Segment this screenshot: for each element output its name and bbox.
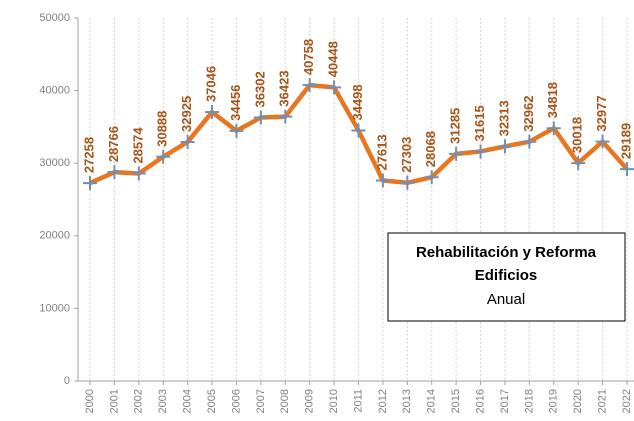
data-label: 32313 (496, 100, 511, 136)
marker (400, 175, 415, 190)
marker (253, 110, 268, 125)
data-label: 30018 (570, 117, 585, 153)
data-label: 37046 (203, 66, 218, 102)
x-tick-label: 2021 (596, 389, 608, 413)
marker (180, 134, 195, 149)
data-label: 36423 (277, 70, 292, 106)
x-tick-label: 2009 (304, 389, 316, 413)
marker (229, 123, 244, 138)
marker (278, 109, 293, 124)
marker (107, 165, 122, 180)
y-tick-label: 20000 (39, 230, 70, 242)
x-tick-label: 2020 (572, 389, 584, 413)
data-label: 32962 (521, 96, 536, 132)
x-tick-label: 2007 (255, 389, 267, 413)
marker (375, 173, 390, 188)
data-label: 28766 (106, 126, 121, 162)
marker (571, 156, 586, 171)
marker (302, 78, 317, 93)
marker (327, 80, 342, 95)
x-tick-label: 2015 (450, 389, 462, 413)
marker (497, 139, 512, 154)
y-tick-label: 30000 (39, 157, 70, 169)
data-label: 34456 (228, 85, 243, 121)
x-tick-label: 2013 (401, 389, 413, 413)
x-tick-label: 2019 (548, 389, 560, 413)
data-label: 34818 (545, 82, 560, 118)
marker (473, 144, 488, 159)
x-tick-label: 2010 (328, 389, 340, 413)
chart-subtitle: Anual (487, 291, 525, 308)
marker (83, 176, 97, 191)
x-tick-label: 2011 (352, 389, 364, 413)
marker (156, 149, 171, 164)
plot-area: 0 10000 20000 30000 40000 50000 2000 2001 2002 20… (39, 12, 634, 413)
data-label: 32925 (179, 96, 194, 132)
data-label: 30888 (155, 111, 170, 147)
data-label: 31615 (472, 105, 487, 141)
chart-title: Edificios (475, 267, 538, 284)
data-label: 34498 (350, 84, 365, 120)
y-tick-label: 50000 (39, 12, 70, 24)
data-label: 31285 (448, 108, 463, 144)
title-box (387, 232, 626, 322)
x-tick-label: 2016 (474, 389, 486, 413)
x-tick-label: 2022 (621, 389, 633, 413)
data-label: 28068 (423, 131, 438, 167)
data-label: 28574 (130, 127, 145, 164)
x-tick-label: 2002 (133, 389, 145, 413)
y-tick-label: 40000 (39, 85, 70, 97)
marker (351, 123, 366, 138)
x-tick-label: 2008 (279, 389, 291, 413)
data-label: 27258 (81, 137, 96, 173)
data-label: 40758 (301, 39, 316, 75)
x-tick-label: 2000 (84, 389, 96, 413)
marker (546, 121, 561, 136)
chart-title: Rehabilitación y Reforma (416, 244, 597, 261)
data-label: 29189 (618, 123, 633, 159)
x-tick-label: 2005 (206, 389, 218, 413)
x-tick-label: 2004 (182, 389, 194, 413)
x-tick-label: 2014 (426, 389, 438, 413)
x-tick-label: 2003 (157, 389, 169, 413)
y-tick-label: 0 (64, 375, 70, 387)
x-tick-label: 2001 (108, 389, 120, 413)
data-label: 36302 (252, 71, 267, 107)
marker (595, 134, 610, 149)
marker (205, 105, 220, 120)
data-label: 27613 (374, 134, 389, 170)
data-label: 32977 (594, 95, 609, 131)
data-label: 27303 (399, 137, 414, 173)
marker (522, 134, 537, 149)
x-tick-label: 2006 (230, 389, 242, 413)
marker (620, 162, 634, 177)
marker (424, 170, 439, 185)
x-tick-label: 2017 (499, 389, 511, 413)
x-tick-label: 2012 (377, 389, 389, 413)
marker (449, 146, 464, 161)
data-label: 40448 (326, 41, 341, 77)
marker (131, 166, 146, 181)
y-tick-label: 10000 (39, 302, 70, 314)
x-tick-label: 2018 (523, 389, 535, 413)
